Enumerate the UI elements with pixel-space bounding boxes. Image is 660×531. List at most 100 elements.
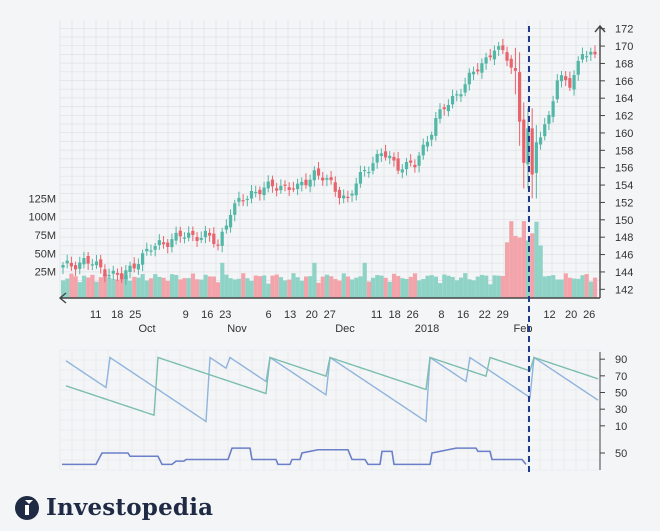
volume-bar xyxy=(241,273,246,298)
volume-bar xyxy=(94,281,99,298)
candlesticks xyxy=(61,38,597,285)
candle-body xyxy=(392,156,396,161)
candle-body xyxy=(132,263,136,269)
volume-bar xyxy=(111,279,116,298)
candle-body xyxy=(572,75,576,90)
volume-bar xyxy=(287,279,292,298)
volume-bar xyxy=(316,282,321,298)
candle-body xyxy=(593,51,597,55)
candle-body xyxy=(115,272,120,275)
candle-body xyxy=(459,94,463,97)
volume-bar xyxy=(417,280,422,298)
date-tick-label: 16 xyxy=(457,309,469,321)
volume-bar xyxy=(278,277,284,298)
candle-body xyxy=(543,124,547,137)
candle-body xyxy=(375,154,379,163)
volume-bar xyxy=(128,280,133,298)
volume-bar xyxy=(479,274,485,298)
volume-bar xyxy=(337,280,342,298)
volume-bar xyxy=(425,275,430,298)
date-tick-label: 20 xyxy=(306,309,318,321)
candle-body xyxy=(178,230,182,237)
candle-body xyxy=(136,264,141,270)
date-tick-label: 8 xyxy=(438,309,444,321)
volume-bar xyxy=(588,281,594,298)
volume-bar xyxy=(509,221,514,298)
volume-bar xyxy=(207,276,212,298)
candle-body xyxy=(551,101,555,117)
volume-bar xyxy=(572,278,577,298)
volume-bar xyxy=(303,276,309,298)
volume-bar xyxy=(458,277,464,298)
candle-body xyxy=(421,144,425,156)
volume-bar xyxy=(488,284,493,298)
date-tick-label: 22 xyxy=(479,309,491,321)
candle-body xyxy=(484,57,488,64)
candle-body xyxy=(224,225,228,230)
volume-bar xyxy=(370,277,376,298)
candle-body xyxy=(153,246,157,250)
date-tick-label: 29 xyxy=(497,309,509,321)
candle-body xyxy=(350,193,354,196)
volume-axis-ticks: 25M 50M 75M 100M 125M xyxy=(28,193,56,278)
volume-bar xyxy=(190,273,196,298)
price-tick-label: 164 xyxy=(615,93,633,105)
volume-bar xyxy=(530,233,535,298)
volume-bar xyxy=(404,278,409,298)
volume-bar xyxy=(513,235,518,298)
date-axis-ticks: 11 18 25 9 16 23 6 13 20 27 11 18 26 8 16 22 29 12 20 26 Oct… xyxy=(90,309,595,335)
volume-bar xyxy=(148,278,154,298)
candle-body xyxy=(404,161,409,170)
candle-body xyxy=(409,160,413,163)
candle-body xyxy=(325,178,329,180)
candle-body xyxy=(69,262,73,267)
volume-bar xyxy=(375,275,380,298)
volume-bar xyxy=(178,279,183,298)
volume-bar xyxy=(257,276,263,298)
volume-bar xyxy=(161,277,166,298)
osc-tick-label: 10 xyxy=(615,421,627,433)
volume-bar xyxy=(132,276,137,298)
volume-tick-label: 25M xyxy=(35,267,56,279)
date-tick-label: 23 xyxy=(219,309,231,321)
candle-body xyxy=(203,230,208,238)
candle-body xyxy=(107,275,111,277)
volume-bar xyxy=(299,280,304,298)
candle-body xyxy=(530,128,534,175)
volume-bar xyxy=(484,275,489,298)
volume-bar xyxy=(324,274,330,298)
step-indicator-line xyxy=(62,447,527,466)
volume-bar xyxy=(366,281,371,298)
volume-bar xyxy=(86,277,91,298)
volume-bar xyxy=(283,280,288,298)
date-tick-label: 20 xyxy=(565,309,577,321)
volume-bar xyxy=(274,274,279,298)
candle-body xyxy=(509,58,513,68)
candle-body xyxy=(111,270,115,274)
candle-body xyxy=(526,128,530,165)
candle-body xyxy=(580,54,585,60)
volume-bar xyxy=(442,274,447,298)
volume-bar xyxy=(253,275,258,298)
volume-bar xyxy=(144,280,149,298)
volume-bar xyxy=(119,273,124,298)
volume-bar xyxy=(77,282,82,298)
month-tick-label: Oct xyxy=(138,323,155,335)
candle-body xyxy=(517,72,522,122)
volume-bar xyxy=(521,221,526,298)
candle-body xyxy=(333,182,337,192)
month-tick-label: 2018 xyxy=(415,323,439,335)
date-tick-label: 18 xyxy=(111,309,123,321)
volume-bar xyxy=(308,276,313,298)
volume-bar xyxy=(538,245,543,298)
candle-body xyxy=(233,203,237,215)
price-tick-label: 148 xyxy=(615,232,633,244)
volume-bar xyxy=(199,279,204,298)
candle-body xyxy=(94,261,99,266)
candle-body xyxy=(463,84,467,93)
volume-bar xyxy=(228,278,233,298)
candle-body xyxy=(346,196,350,199)
candle-body xyxy=(262,187,266,196)
volume-bar xyxy=(542,276,547,298)
candle-body xyxy=(337,189,342,198)
